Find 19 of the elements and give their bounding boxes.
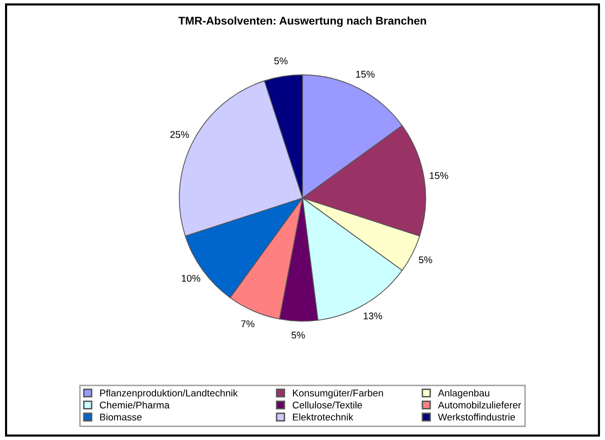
legend-label: Elektrotechnik	[292, 413, 354, 421]
data-label: 5%	[274, 57, 288, 64]
data-label: 25%	[170, 131, 189, 138]
legend-label: Biomasse	[100, 413, 142, 421]
legend-label: Pflanzenproduktion/Landtechnik	[100, 389, 238, 398]
data-label: 5%	[292, 332, 305, 339]
data-label: 13%	[364, 312, 382, 320]
chart-title: TMR-Absolventen: Auswertung nach Branchen	[178, 16, 426, 27]
legend-label: Konsumgüter/Farben	[292, 389, 383, 398]
data-label: 7%	[241, 320, 254, 328]
legend-label: Cellulose/Textile	[292, 401, 362, 408]
legend-label: Automobilzulieferer	[438, 401, 522, 408]
legend-label: Chemie/Pharma	[100, 401, 170, 408]
data-label: 15%	[356, 70, 375, 78]
legend-label: Werkstoffindustrie	[438, 413, 515, 421]
data-label: 5%	[418, 256, 432, 264]
legend-label: Anlagenbau	[438, 389, 490, 398]
data-label: 15%	[430, 172, 448, 180]
data-label: 10%	[182, 274, 200, 282]
